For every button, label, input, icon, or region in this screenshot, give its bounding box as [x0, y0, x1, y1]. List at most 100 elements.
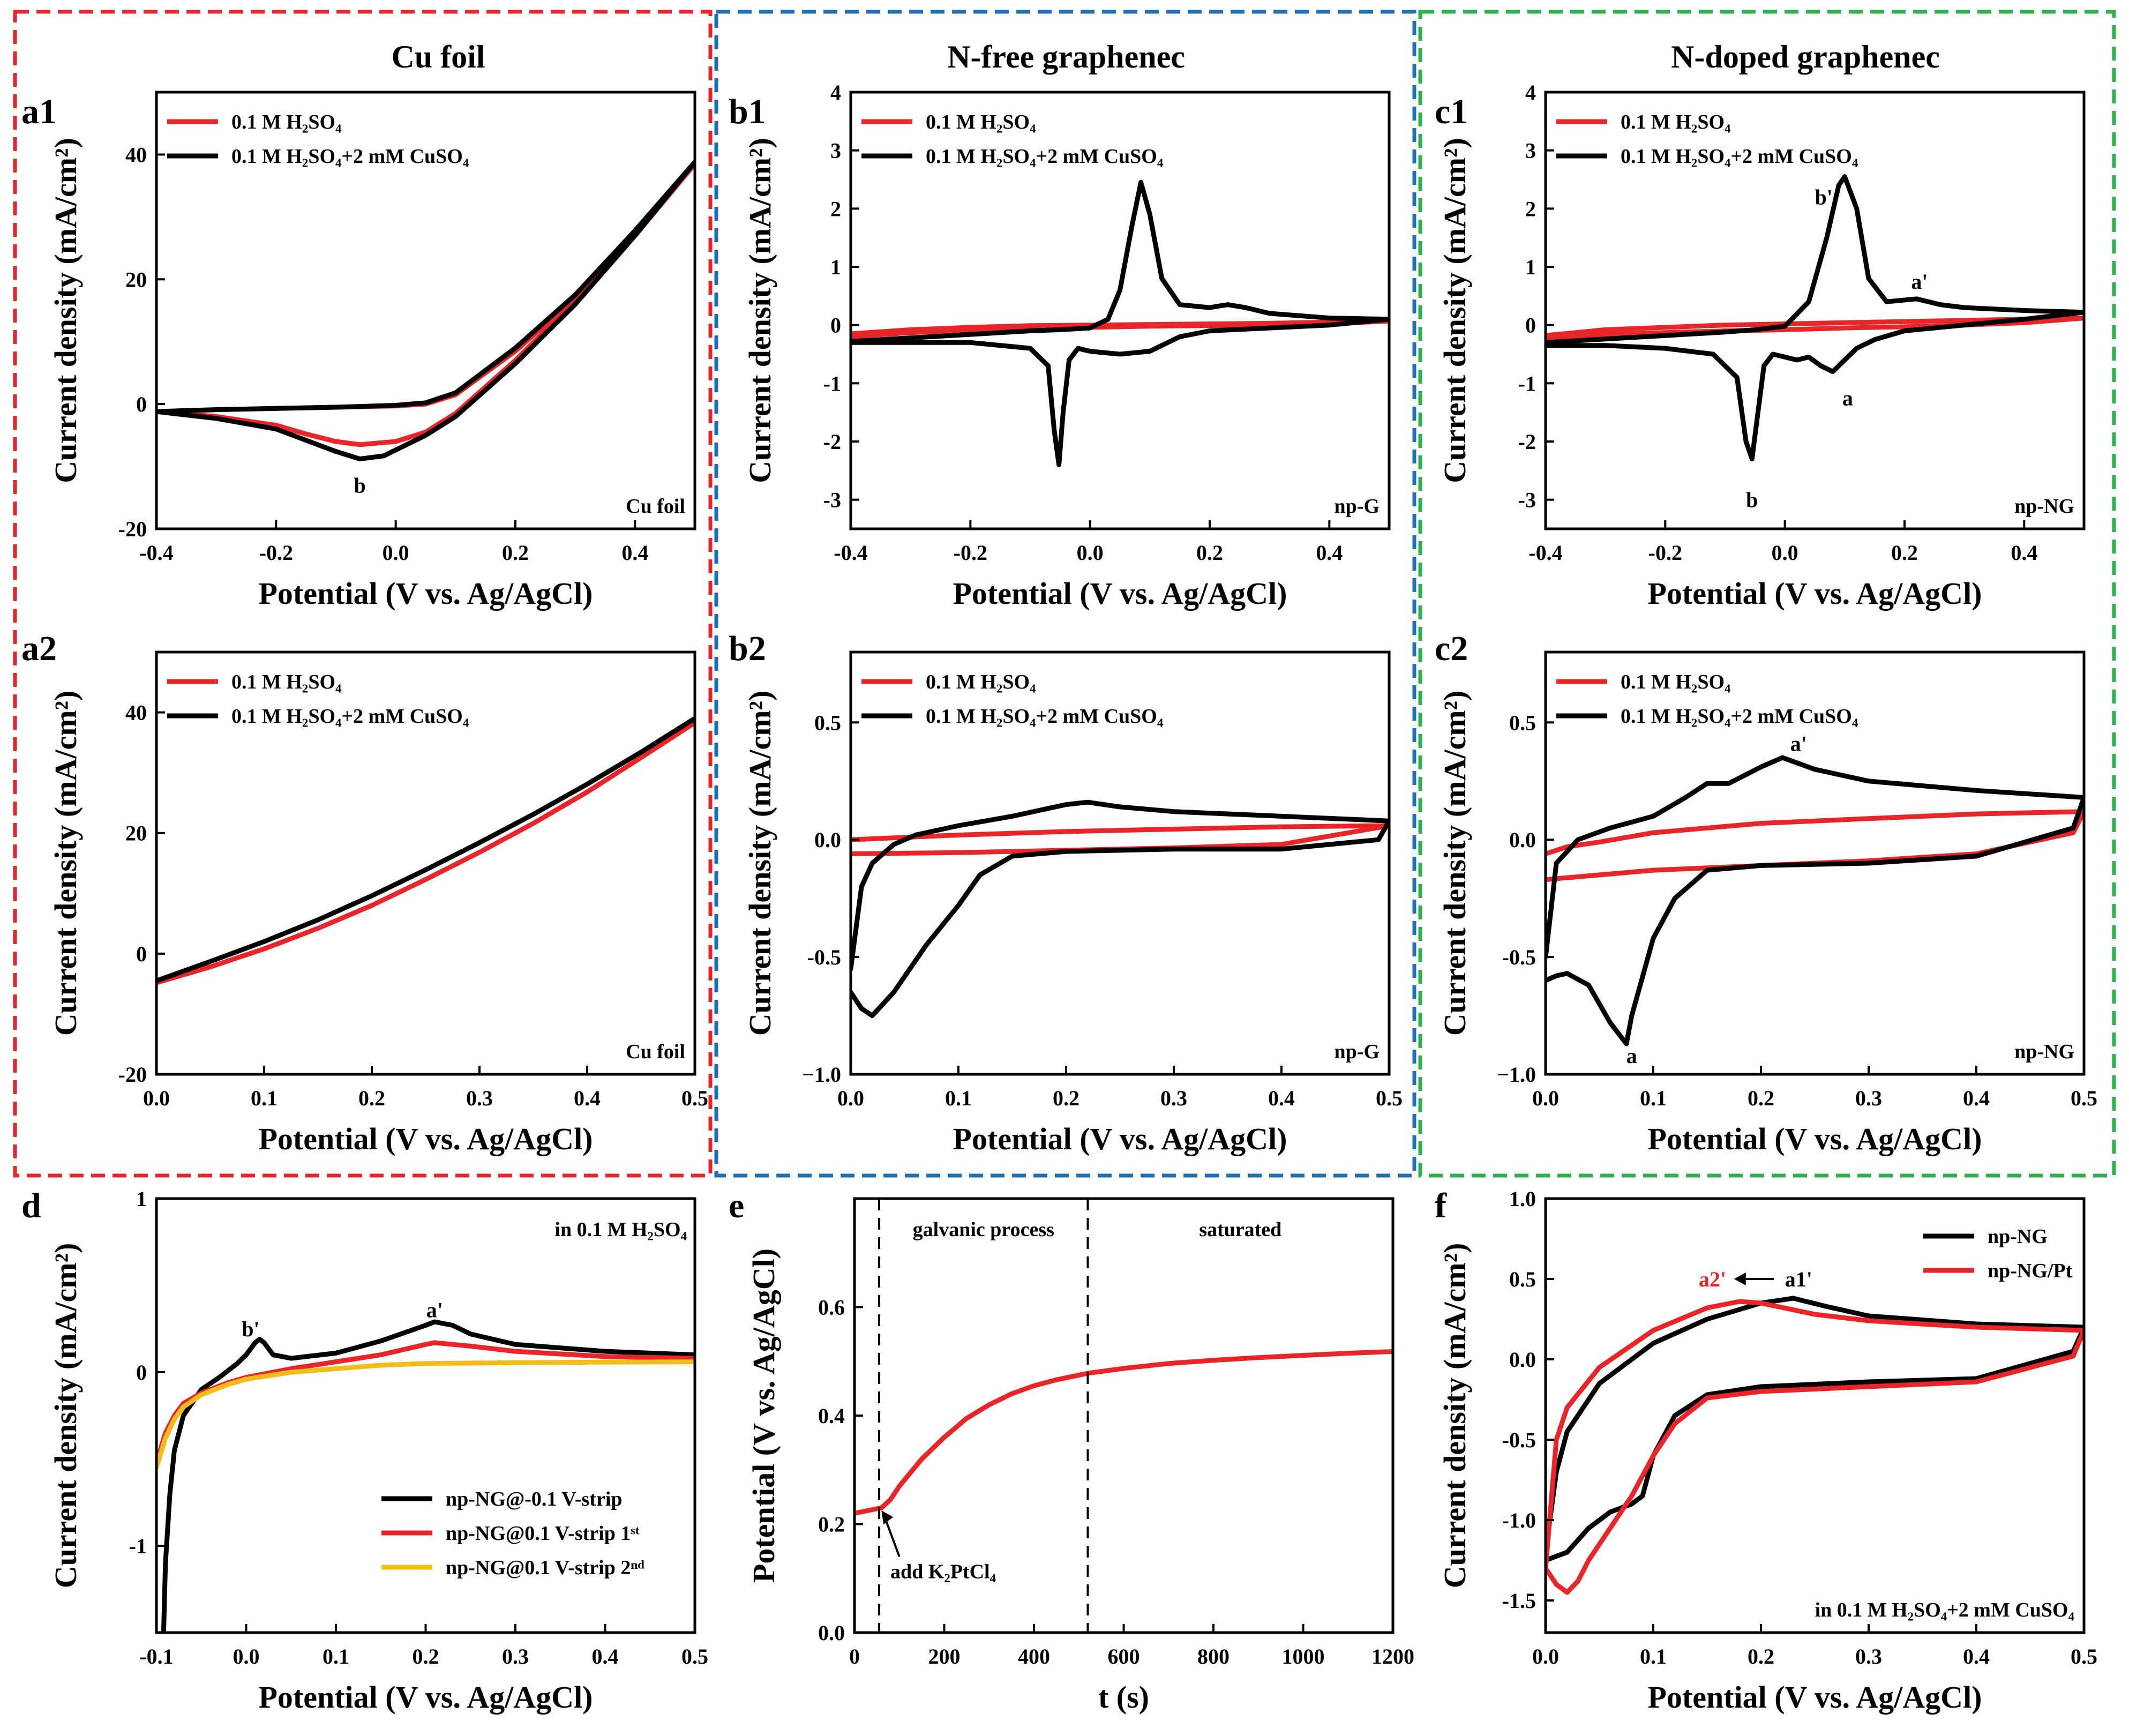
- y-tick-label-a2-2: 20: [125, 821, 147, 845]
- panel-label-f: f: [1435, 1186, 1447, 1225]
- corner-label-d: in 0.1 M H₂SO₄: [554, 1218, 687, 1241]
- x-tick-label-a2-3: 0.3: [466, 1086, 493, 1110]
- annotation-c1-3: b: [1746, 488, 1758, 512]
- x-tick-label-d-4: 0.3: [502, 1644, 529, 1668]
- series-line-f-1: [1546, 1299, 2084, 1595]
- x-tick-label-b2-2: 0.2: [1053, 1086, 1080, 1110]
- legend-label-a1-0: 0.1 M H₂SO₄: [231, 111, 342, 133]
- y-tick-label-c2-1: -0.5: [1502, 945, 1536, 969]
- x-tick-label-c1-2: 0.0: [1772, 541, 1798, 565]
- x-tick-label-b2-3: 0.3: [1160, 1086, 1187, 1110]
- plot-frame-b2: [849, 650, 1391, 1076]
- y-tick-label-f-5: 1.0: [1509, 1187, 1536, 1211]
- panel-label-d: d: [21, 1186, 41, 1225]
- x-tick-label-f-1: 0.1: [1640, 1644, 1667, 1668]
- y-tick-label-f-0: -1.5: [1502, 1589, 1536, 1613]
- x-axis-label-f: Potential (V vs. Ag/AgCl): [1647, 1680, 1982, 1715]
- x-tick-label-a2-4: 0.4: [574, 1086, 601, 1110]
- plot-frame-b1: [849, 91, 1391, 530]
- x-tick-label-c2-5: 0.5: [2071, 1086, 2097, 1110]
- legend-label-d-2: np-NG@0.1 V-strip 2ⁿᵈ: [446, 1557, 644, 1579]
- y-tick-label-f-4: 0.5: [1509, 1267, 1536, 1291]
- annotation-d-0: b': [242, 1317, 259, 1341]
- y-tick-label-b2-1: -0.5: [807, 945, 841, 969]
- series-line-b1-1: [851, 179, 1389, 467]
- x-tick-label-a2-1: 0.1: [251, 1086, 278, 1110]
- arrow-label-e: add K₂PtCl₄: [890, 1561, 996, 1583]
- corner-label-a1: Cu foil: [626, 495, 685, 518]
- chart-panel-e: 0 200 400 600 800 1000 1200 0.0 0.2 0.4 0.6 t (s) Po…: [729, 1186, 1414, 1715]
- group-title-n-free: N-free graphenec: [947, 39, 1185, 74]
- legend-label-a2-1: 0.1 M H₂SO₄+2 mM CuSO₄: [231, 705, 469, 728]
- group-title-cu-foil: Cu foil: [391, 39, 485, 74]
- series-line-d-2: [156, 1359, 695, 1470]
- x-tick-label-f-0: 0.0: [1532, 1644, 1559, 1668]
- plot-frame-c2: [1544, 650, 2086, 1076]
- legend-label-f-0: np-NG: [1988, 1225, 2048, 1248]
- arrow-head-f: [1734, 1273, 1746, 1285]
- chart-panel-c2: 0.0 0.1 0.2 0.3 0.4 0.5 −1.0 -0.5 0.0 0.5 Potentia…: [1435, 629, 2097, 1156]
- x-tick-label-e-1: 200: [928, 1644, 961, 1668]
- y-tick-label-d-0: -1: [129, 1534, 147, 1558]
- y-tick-label-e-2: 0.4: [818, 1404, 845, 1428]
- chart-panel-b2: 0.0 0.1 0.2 0.3 0.4 0.5 −1.0 -0.5 0.0 0.5 Potentia…: [729, 629, 1403, 1156]
- y-tick-label-c1-2: -1: [1518, 371, 1536, 395]
- y-axis-label-d: Current density (mA/cm²): [48, 1243, 83, 1589]
- legend-label-b1-0: 0.1 M H₂SO₄: [926, 111, 1036, 133]
- legend-label-f-1: np-NG/Pt: [1988, 1260, 2073, 1282]
- y-axis-label-b2: Current density (mA/cm²): [743, 691, 777, 1036]
- panel-label-b2: b2: [729, 629, 766, 668]
- y-tick-label-c1-5: 2: [1525, 197, 1536, 221]
- x-tick-label-b2-5: 0.5: [1376, 1086, 1403, 1110]
- y-tick-label-b2-3: 0.5: [814, 710, 841, 735]
- y-tick-label-b1-3: 0: [830, 313, 841, 338]
- annotation-c2-1: a: [1626, 1044, 1637, 1068]
- x-tick-label-c1-3: 0.2: [1891, 541, 1918, 565]
- corner-label-a2: Cu foil: [626, 1041, 685, 1063]
- y-axis-label-e: Potential (V vs. Ag/AgCl): [746, 1248, 781, 1583]
- y-tick-label-b1-0: -3: [823, 488, 841, 512]
- y-tick-label-a1-0: -20: [118, 517, 147, 541]
- y-tick-label-c1-0: -3: [1518, 488, 1536, 512]
- panel-label-c1: c1: [1435, 92, 1468, 131]
- y-tick-label-c1-3: 0: [1525, 313, 1536, 338]
- y-tick-label-a1-3: 40: [125, 143, 147, 167]
- annotation-d-1: a': [426, 1298, 443, 1322]
- x-axis-label-c2: Potential (V vs. Ag/AgCl): [1647, 1121, 1982, 1156]
- series-line-e-0: [854, 1349, 1393, 1516]
- legend-label-c2-1: 0.1 M H₂SO₄+2 mM CuSO₄: [1621, 705, 1858, 728]
- cu-foil-group-box: [13, 10, 713, 1178]
- x-tick-label-f-4: 0.4: [1963, 1644, 1990, 1668]
- plot-frame-a1: [155, 91, 696, 530]
- x-tick-label-a1-1: -0.2: [259, 541, 293, 565]
- x-tick-label-f-3: 0.3: [1855, 1644, 1882, 1668]
- series-line-d-0: [161, 1319, 695, 1633]
- series-line-c2-0: [1546, 809, 2084, 882]
- x-axis-label-a1: Potential (V vs. Ag/AgCl): [258, 576, 593, 611]
- x-tick-label-b2-1: 0.1: [945, 1086, 972, 1110]
- x-tick-label-b1-2: 0.0: [1077, 541, 1104, 565]
- x-axis-label-d: Potential (V vs. Ag/AgCl): [258, 1680, 593, 1715]
- y-axis-label-b1: Current density (mA/cm²): [743, 138, 777, 483]
- corner-label-f: in 0.1 M H₂SO₄+2 mM CuSO₄: [1815, 1599, 2075, 1621]
- x-tick-label-e-0: 0: [849, 1644, 860, 1668]
- y-tick-label-e-1: 0.2: [818, 1513, 845, 1537]
- y-tick-label-d-2: 1: [136, 1187, 147, 1211]
- n-free-group-box: [714, 10, 1416, 1178]
- y-tick-label-a2-1: 0: [136, 942, 147, 966]
- x-tick-label-c2-2: 0.2: [1748, 1086, 1774, 1110]
- panel-label-a1: a1: [21, 92, 57, 131]
- n-doped-group-box: [1418, 10, 2116, 1178]
- annotation-a1-0: b: [354, 474, 366, 498]
- corner-label-c2: np-NG: [2014, 1041, 2074, 1063]
- x-axis-label-b1: Potential (V vs. Ag/AgCl): [953, 576, 1287, 611]
- series-line-a2-0: [156, 720, 695, 985]
- x-tick-label-f-5: 0.5: [2071, 1644, 2097, 1668]
- legend-label-d-1: np-NG@0.1 V-strip 1ˢᵗ: [446, 1522, 640, 1545]
- y-tick-label-f-2: -0.5: [1502, 1428, 1536, 1452]
- x-tick-label-d-6: 0.5: [681, 1644, 708, 1668]
- y-tick-label-c1-7: 4: [1525, 80, 1536, 104]
- y-tick-label-b1-6: 3: [830, 139, 841, 163]
- corner-label-c1: np-NG: [2014, 495, 2074, 518]
